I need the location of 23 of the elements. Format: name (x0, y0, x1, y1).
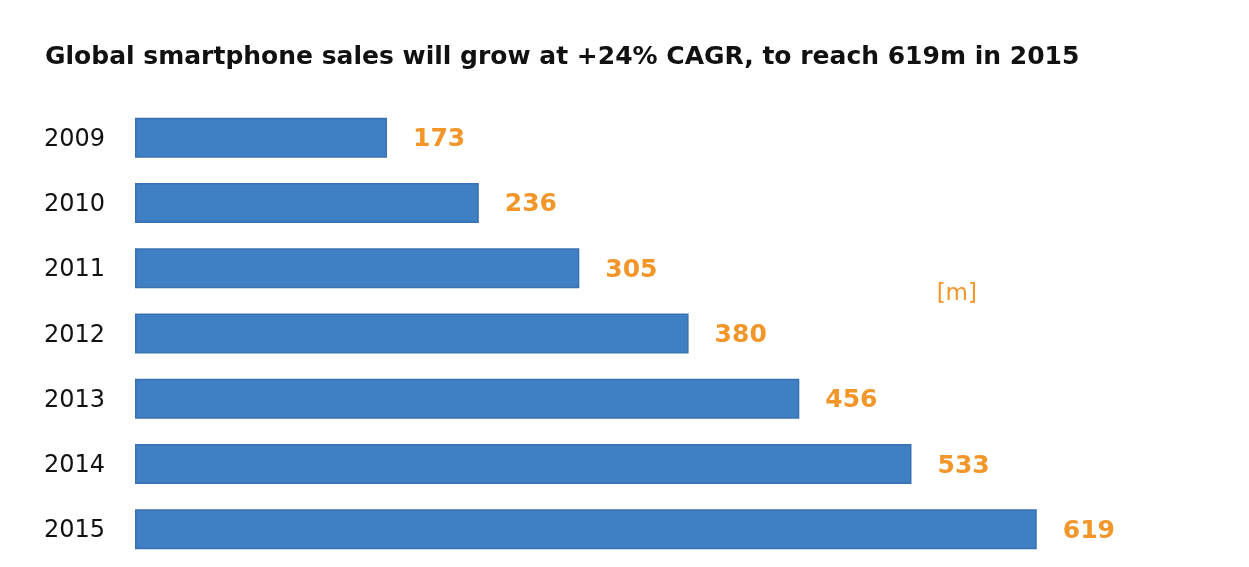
bar (135, 117, 388, 158)
bar (135, 313, 689, 354)
y-tick-label: 2014 (43, 450, 105, 479)
data-label: 380 (714, 319, 767, 348)
y-tick-label: 2009 (43, 123, 105, 152)
bar (135, 182, 479, 223)
y-tick-label: 2011 (43, 254, 105, 283)
data-label: 619 (1062, 514, 1115, 544)
y-tick-label: 2015 (43, 515, 105, 544)
data-label: 173 (413, 123, 466, 153)
y-tick-label: 2012 (43, 319, 105, 348)
bar (135, 248, 580, 289)
data-label: 305 (605, 253, 658, 283)
data-label: 533 (937, 449, 990, 479)
y-tick-label: 2010 (43, 188, 105, 217)
annotation: [m] (936, 278, 978, 305)
data-label: 236 (504, 188, 557, 218)
bar (135, 378, 800, 419)
data-label: 456 (825, 384, 878, 414)
chart-title: Global smartphone sales will grow at +24% CAGR, to reach 619m in 2015 (45, 41, 1080, 70)
bar (135, 444, 912, 485)
y-tick-label: 2013 (43, 384, 105, 413)
bar (135, 509, 1037, 550)
